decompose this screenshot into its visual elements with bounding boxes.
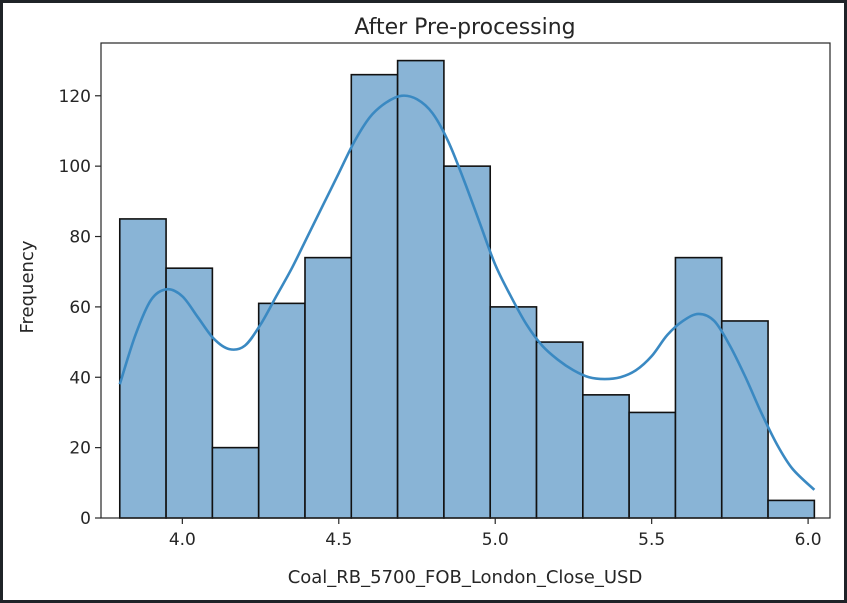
histogram-bar: [396, 59, 445, 519]
x-tick-label: 6.0: [795, 530, 822, 550]
x-axis: 4.0 4.5 5.0 5.5 6.0: [169, 518, 822, 550]
histogram-bar: [535, 341, 584, 519]
histogram-bars: [118, 59, 816, 519]
kde-curve: [118, 94, 816, 491]
y-tick-label: 0: [80, 509, 91, 529]
histogram-bar: [674, 256, 723, 519]
chart-title: After Pre-processing: [354, 15, 575, 40]
x-axis-label: Coal_RB_5700_FOB_London_Close_USD: [288, 567, 643, 588]
histogram-bar: [628, 411, 677, 519]
y-tick-label: 120: [59, 87, 91, 107]
histogram-bar: [720, 320, 769, 519]
histogram-bar: [582, 394, 630, 519]
y-tick-label: 100: [59, 157, 91, 177]
histogram-bar: [350, 73, 399, 519]
x-tick-label: 4.0: [169, 530, 196, 550]
histogram-bar: [767, 499, 816, 519]
y-tick-label: 20: [69, 439, 91, 459]
y-tick-label: 40: [69, 368, 91, 388]
histogram-bar: [443, 165, 492, 519]
histogram-bar: [257, 302, 306, 519]
y-tick-label: 60: [69, 298, 91, 318]
x-tick-label: 4.5: [325, 530, 352, 550]
histogram-bar: [489, 306, 538, 519]
x-tick-label: 5.5: [638, 530, 665, 550]
y-axis: 0 20 40 60 80 100 120: [59, 87, 101, 529]
y-axis-label: Frequency: [17, 240, 38, 333]
histogram-bar: [118, 218, 167, 519]
histogram-bar: [304, 256, 353, 519]
y-tick-label: 80: [69, 228, 91, 248]
plot-area: [100, 42, 831, 519]
histogram-bar: [211, 446, 260, 519]
x-tick-label: 5.0: [482, 530, 509, 550]
